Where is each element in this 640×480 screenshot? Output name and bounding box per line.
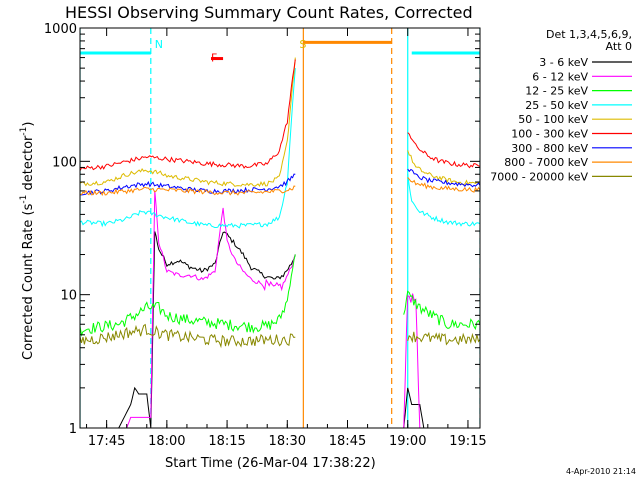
y-tick-label-2: 100 <box>52 155 77 170</box>
series-line-8-seg-0 <box>80 323 296 349</box>
timestamp: 4-Apr-2010 21:14 <box>566 467 636 476</box>
legend-label-6: 300 - 800 keV <box>511 142 588 155</box>
series-line-2-seg-1 <box>403 290 480 331</box>
series-line-5-seg-1 <box>407 132 480 169</box>
y-tick-label-3: 1000 <box>44 22 77 37</box>
series-lines <box>80 57 480 428</box>
series-line-4-seg-0 <box>80 57 296 188</box>
state-bars <box>80 40 480 61</box>
series-line-0-seg-0 <box>80 231 296 428</box>
y-axis-label-main: Corrected Count Rate (s <box>21 203 36 360</box>
annotation-labels: N F S <box>155 38 307 65</box>
x-tick-label-1: 18:00 <box>148 434 185 449</box>
plot-frame <box>79 27 481 429</box>
legend-label-7: 800 - 7000 keV <box>504 156 588 169</box>
series-line-1-seg-0 <box>80 190 296 428</box>
vertical-markers <box>80 28 480 428</box>
x-tick-label-0: 17:45 <box>88 434 125 449</box>
legend-label-8: 7000 - 20000 keV <box>490 170 588 183</box>
y-axis-label-end: ) <box>21 122 36 127</box>
legend-subtitle: Att 0 <box>606 40 632 53</box>
y-axis-label: Corrected Count Rate (s-1 detector-1) <box>19 122 36 360</box>
legend-label-2: 12 - 25 keV <box>525 85 588 98</box>
series-line-1-seg-1 <box>403 293 480 428</box>
y-tick-label-1: 10 <box>60 289 77 304</box>
x-tick-label-5: 19:00 <box>389 434 426 449</box>
x-tick-label-3: 18:30 <box>269 434 306 449</box>
x-axis-label: Start Time (26-Mar-04 17:38:22) <box>165 456 376 471</box>
y-axis-label-sup1: -1 <box>19 195 29 204</box>
x-axis: 17:45 18:00 18:15 18:30 18:45 19:00 19:15 <box>86 28 487 449</box>
x-tick-label-6: 19:15 <box>449 434 486 449</box>
x-tick-label-2: 18:15 <box>208 434 245 449</box>
series-line-3-seg-1 <box>407 173 480 227</box>
annotation-n: N <box>155 38 163 51</box>
series-line-4-seg-1 <box>407 150 480 186</box>
annotation-s: S <box>299 38 306 51</box>
series-line-7-seg-1 <box>407 177 480 193</box>
y-axis: 1 10 100 1000 <box>44 22 480 437</box>
series-line-7-seg-0 <box>80 185 296 197</box>
y-axis-label-sup2: -1 <box>19 127 29 136</box>
series-line-8-seg-1 <box>407 331 480 346</box>
y-axis-label-mid: detector <box>21 135 36 195</box>
legend-label-0: 3 - 6 keV <box>539 56 588 69</box>
legend-label-3: 25 - 50 keV <box>525 99 588 112</box>
series-line-6-seg-0 <box>80 173 296 196</box>
series-line-3-seg-0 <box>80 68 296 229</box>
legend-label-1: 6 - 12 keV <box>532 70 588 83</box>
x-tick-label-4: 18:45 <box>329 434 366 449</box>
series-line-2-seg-0 <box>80 254 296 337</box>
legend-label-4: 50 - 100 keV <box>518 113 588 126</box>
y-tick-label-0: 1 <box>69 422 77 437</box>
series-line-5-seg-0 <box>80 59 296 172</box>
series-line-0-seg-1 <box>403 387 480 428</box>
chart-title: HESSI Observing Summary Count Rates, Cor… <box>65 3 473 22</box>
series-line-6-seg-1 <box>407 168 480 188</box>
legend-title: Det 1,3,4,5,6,9, <box>546 28 632 41</box>
annotation-f: F <box>211 52 217 65</box>
legend-label-5: 100 - 300 keV <box>511 128 588 141</box>
